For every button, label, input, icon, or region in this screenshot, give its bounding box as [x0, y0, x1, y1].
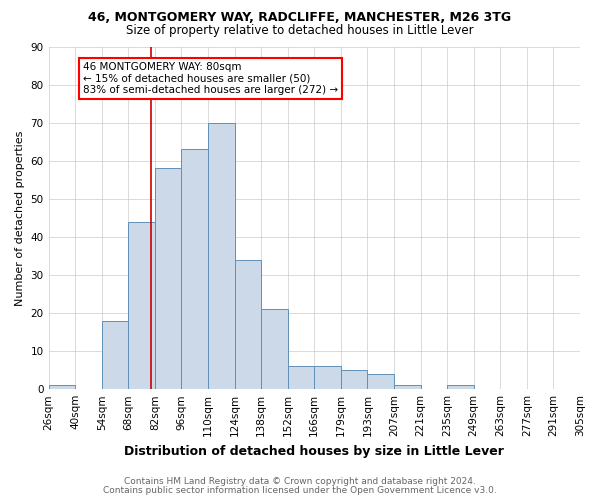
Bar [235, 260, 261, 389]
Bar [447, 386, 474, 389]
Bar [181, 150, 208, 389]
Bar [128, 222, 155, 389]
Text: 46 MONTGOMERY WAY: 80sqm
← 15% of detached houses are smaller (50)
83% of semi-d: 46 MONTGOMERY WAY: 80sqm ← 15% of detach… [83, 62, 338, 95]
Bar [49, 386, 75, 389]
Bar [101, 320, 128, 389]
Bar [341, 370, 367, 389]
Text: Contains public sector information licensed under the Open Government Licence v3: Contains public sector information licen… [103, 486, 497, 495]
Bar [314, 366, 341, 389]
X-axis label: Distribution of detached houses by size in Little Lever: Distribution of detached houses by size … [124, 444, 504, 458]
Bar [367, 374, 394, 389]
Text: 46, MONTGOMERY WAY, RADCLIFFE, MANCHESTER, M26 3TG: 46, MONTGOMERY WAY, RADCLIFFE, MANCHESTE… [88, 11, 512, 24]
Bar [155, 168, 181, 389]
Bar [208, 122, 235, 389]
Text: Size of property relative to detached houses in Little Lever: Size of property relative to detached ho… [126, 24, 474, 37]
Y-axis label: Number of detached properties: Number of detached properties [15, 130, 25, 306]
Bar [394, 386, 421, 389]
Bar [287, 366, 314, 389]
Text: Contains HM Land Registry data © Crown copyright and database right 2024.: Contains HM Land Registry data © Crown c… [124, 477, 476, 486]
Bar [261, 309, 287, 389]
